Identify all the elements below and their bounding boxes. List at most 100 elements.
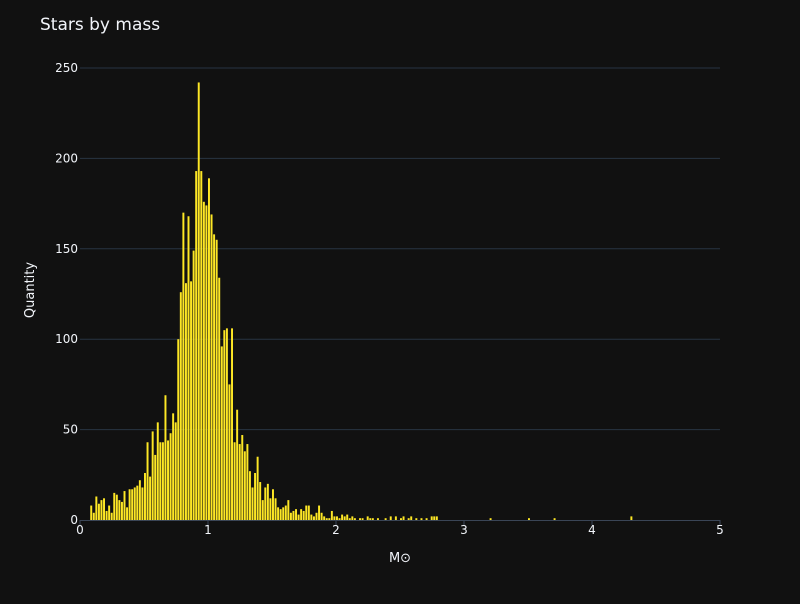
histogram-bar: [323, 516, 326, 520]
histogram-bar: [305, 505, 308, 520]
x-tick-label: 2: [332, 523, 340, 537]
histogram-bar: [241, 435, 244, 520]
histogram-bar: [312, 516, 315, 520]
histogram-bar: [220, 346, 223, 520]
histogram-bar: [366, 516, 369, 520]
histogram-bar: [218, 277, 221, 520]
y-tick-label: 200: [55, 151, 78, 165]
histogram-bar: [243, 451, 246, 520]
x-tick-label: 0: [76, 523, 84, 537]
histogram-bar: [274, 498, 277, 520]
histogram-bar: [169, 433, 172, 520]
histogram-bar: [269, 498, 272, 520]
histogram-bar: [184, 283, 187, 520]
histogram-bar: [630, 516, 633, 520]
y-tick-label: 0: [70, 513, 78, 527]
y-tick-labels: 0 50 100 150 200 250: [55, 61, 78, 527]
y-tick-label: 50: [63, 423, 78, 437]
histogram-bar: [246, 444, 249, 520]
histogram-bar: [161, 442, 164, 520]
y-axis-label: Quantity: [23, 262, 38, 318]
histogram-bar: [433, 516, 436, 520]
histogram-bar: [167, 440, 169, 520]
histogram-bar: [187, 216, 190, 520]
histogram-bar: [202, 201, 205, 521]
x-tick-label: 1: [204, 523, 212, 537]
histogram-bar: [320, 512, 323, 520]
histogram-bar: [389, 516, 392, 520]
histogram-bar: [208, 178, 210, 521]
histogram-bar: [128, 489, 131, 520]
histogram-bar: [261, 500, 264, 520]
histogram-bar: [330, 510, 333, 520]
histogram-bar: [338, 518, 341, 520]
histogram-bar: [254, 472, 257, 520]
histogram-bar: [348, 518, 351, 520]
histogram-bar: [359, 518, 361, 520]
histogram-bar: [318, 505, 321, 520]
histogram-bar: [292, 510, 295, 520]
histogram-bar: [138, 480, 141, 520]
chart-title: Stars by mass: [40, 15, 160, 35]
histogram-bar: [410, 516, 413, 520]
histogram-bar: [384, 518, 387, 520]
histogram-bar: [289, 512, 292, 520]
histogram-bar: [108, 505, 111, 520]
histogram-bar: [264, 487, 267, 520]
histogram-bar: [172, 413, 175, 520]
histogram-bar: [394, 516, 397, 520]
histogram-bar: [136, 485, 139, 520]
histogram-bar: [113, 492, 116, 520]
histogram-bar: [231, 328, 233, 520]
histogram-bar: [197, 82, 200, 521]
histogram-bar: [256, 456, 259, 520]
histogram-bar: [215, 239, 218, 520]
histogram-bar: [120, 501, 123, 520]
histogram-bar: [310, 514, 313, 520]
histogram-bar: [105, 510, 108, 520]
histogram-bar: [435, 516, 438, 520]
histogram-bar: [333, 516, 336, 520]
histogram-bar: [315, 512, 318, 520]
x-tick-label: 4: [588, 523, 596, 537]
histogram-bar: [371, 518, 374, 520]
histogram-bar: [402, 516, 405, 520]
histogram-bar: [351, 516, 354, 520]
histogram-bar: [248, 471, 251, 520]
histogram-bar: [336, 516, 338, 520]
histogram-bar: [415, 518, 418, 520]
histogram-bar: [553, 518, 556, 520]
histogram-bar: [277, 507, 280, 520]
bars: [90, 82, 633, 521]
histogram-bar: [110, 512, 113, 520]
histogram-bar: [118, 500, 121, 520]
histogram-bar: [182, 212, 185, 520]
histogram-bar: [164, 395, 167, 520]
histogram-bar: [213, 234, 216, 520]
histogram-bar: [420, 518, 423, 520]
histogram-bar: [287, 500, 290, 520]
histogram-bar: [92, 512, 95, 520]
histogram-bar: [489, 518, 492, 520]
histogram-bar: [223, 330, 226, 520]
histogram-bar: [325, 518, 328, 520]
y-tick-label: 250: [55, 61, 78, 75]
histogram-bar: [251, 487, 254, 520]
histogram-bar: [297, 514, 300, 520]
histogram-bar: [400, 518, 402, 520]
y-tick-label: 150: [55, 242, 78, 256]
histogram-bar: [179, 292, 182, 520]
histogram-bar: [236, 409, 239, 520]
histogram-bar: [328, 518, 331, 520]
histogram-bar: [279, 509, 282, 520]
histogram-bar: [430, 516, 433, 520]
histogram-bar: [346, 514, 349, 520]
histogram-bar: [282, 507, 285, 520]
histogram-bar: [343, 516, 346, 520]
histogram-bar: [302, 510, 305, 520]
histogram-bar: [177, 339, 180, 520]
histogram-bar: [103, 498, 105, 520]
